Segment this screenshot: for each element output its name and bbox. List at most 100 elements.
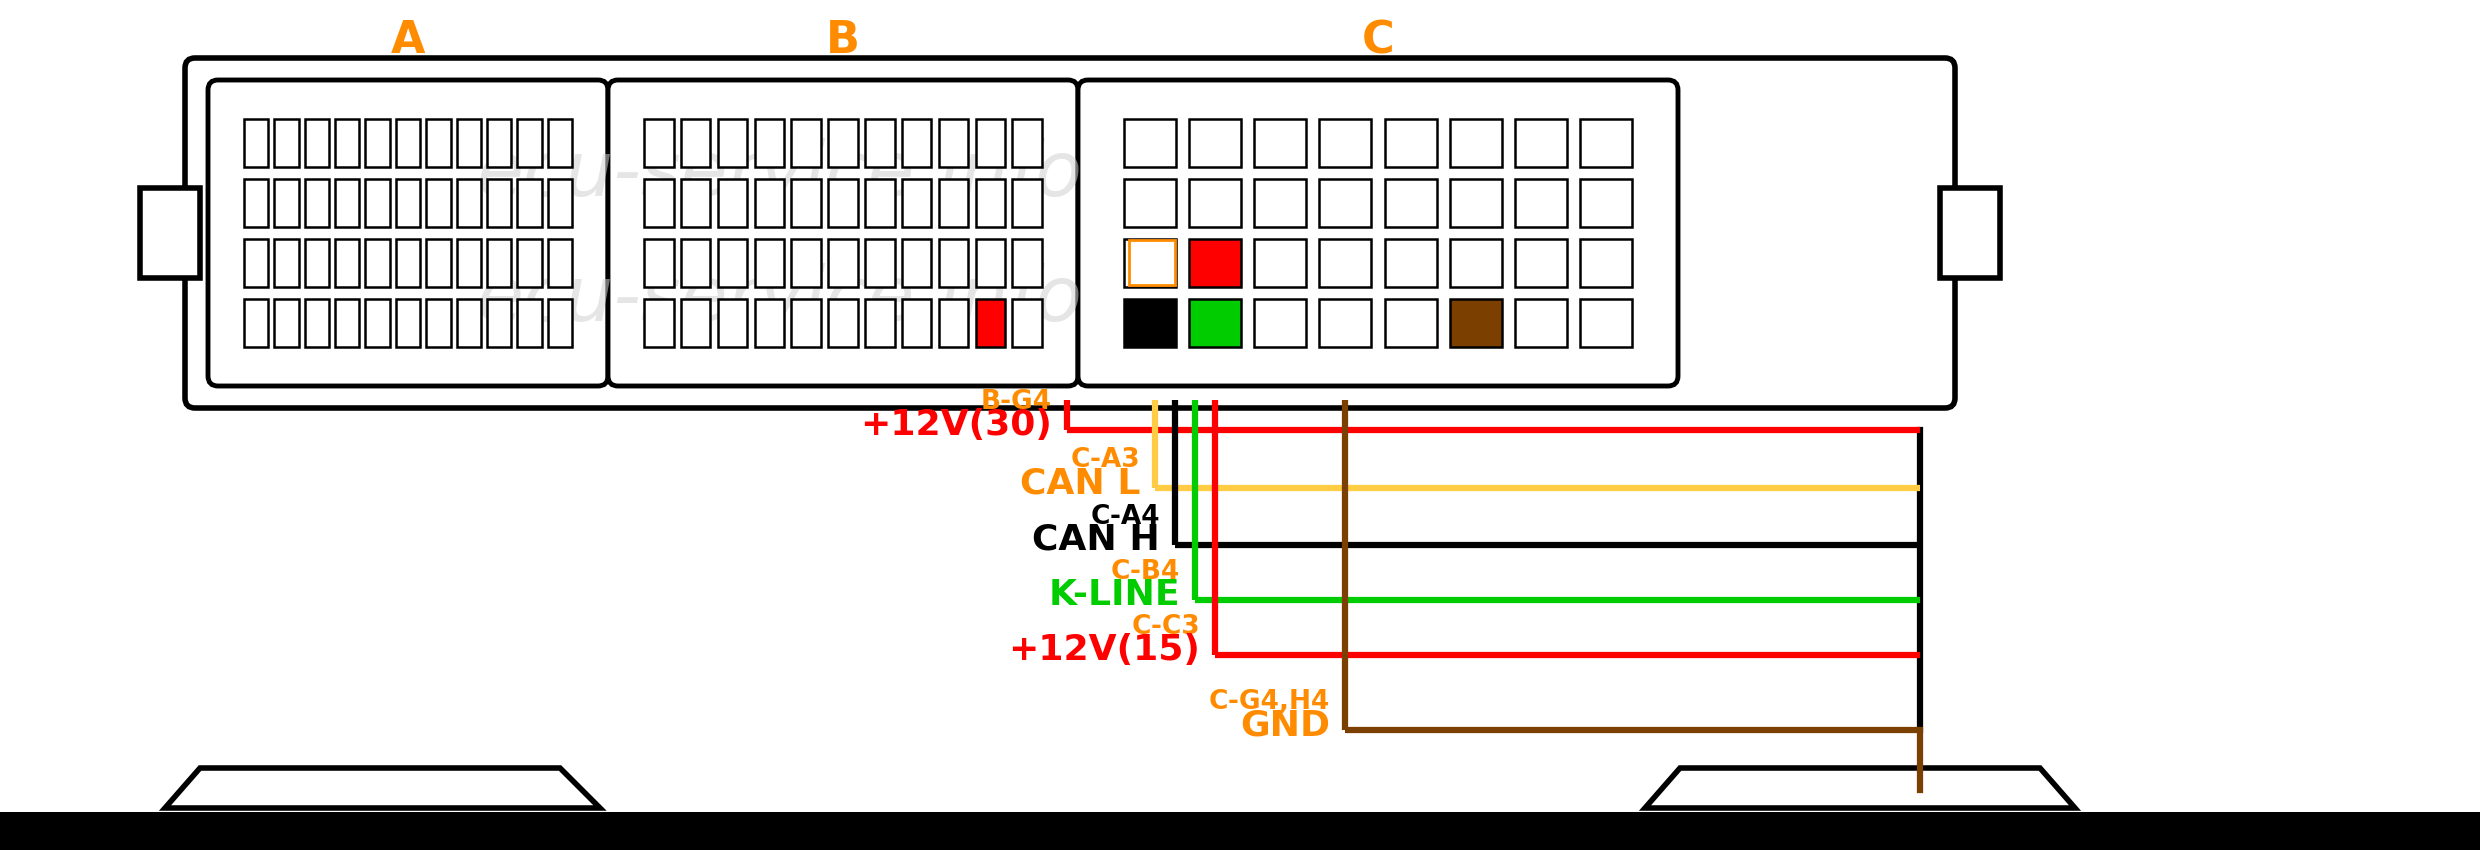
Bar [397,179,419,227]
Bar [717,119,746,167]
Bar [1515,239,1567,287]
Text: C-B4: C-B4 [1111,559,1180,585]
Bar [940,119,967,167]
Bar [486,179,511,227]
Bar [243,119,268,167]
Bar [486,119,511,167]
Text: +12V(15): +12V(15) [1009,633,1200,667]
Bar [645,299,675,347]
Bar [335,239,360,287]
Bar [828,119,858,167]
Bar [866,119,895,167]
Bar [1188,119,1240,167]
Bar [1451,239,1503,287]
Bar [975,179,1004,227]
Bar [335,119,360,167]
Bar [1123,239,1176,287]
Bar [397,119,419,167]
Bar [1580,179,1632,227]
Bar [903,119,932,167]
Bar [427,119,451,167]
Bar [717,299,746,347]
Text: CAN H: CAN H [1032,523,1161,557]
Bar [1255,119,1307,167]
Bar [1515,119,1567,167]
Text: A: A [392,19,424,62]
Bar [365,179,389,227]
Bar [717,239,746,287]
Polygon shape [139,188,201,278]
Bar [1012,119,1042,167]
Bar [1255,299,1307,347]
Bar [975,239,1004,287]
Bar [791,119,821,167]
Bar [754,179,784,227]
Bar [365,239,389,287]
Bar [1319,119,1371,167]
Bar [427,179,451,227]
Bar [682,179,709,227]
FancyBboxPatch shape [186,58,1954,408]
Bar [754,119,784,167]
Bar [1515,299,1567,347]
Text: C-G4,H4: C-G4,H4 [1208,689,1329,715]
Bar [1319,299,1371,347]
FancyBboxPatch shape [1079,80,1679,386]
Bar [828,179,858,227]
Bar [1012,179,1042,227]
Text: ecu-service.info: ecu-service.info [476,263,1084,337]
Bar [903,179,932,227]
Bar [866,239,895,287]
Bar [1188,239,1240,287]
Bar [1123,299,1176,347]
Bar [1319,179,1371,227]
Bar [456,239,481,287]
Bar [1451,299,1503,347]
Text: C: C [1362,19,1394,62]
Bar [456,179,481,227]
Bar [548,179,573,227]
Bar [1451,119,1503,167]
Bar [645,119,675,167]
Polygon shape [1644,768,2076,808]
Bar [518,299,541,347]
Bar [518,239,541,287]
FancyBboxPatch shape [208,80,608,386]
Bar [1580,119,1632,167]
Bar [1188,299,1240,347]
Bar [365,119,389,167]
Bar [1012,299,1042,347]
Bar [754,299,784,347]
Bar [682,299,709,347]
Bar [427,239,451,287]
Bar [1128,241,1176,286]
Bar [645,179,675,227]
Text: B: B [826,19,861,62]
Text: C-C3: C-C3 [1131,614,1200,640]
Bar [903,299,932,347]
Text: B-G4: B-G4 [982,389,1052,415]
Bar [1580,239,1632,287]
FancyBboxPatch shape [608,80,1079,386]
Bar [243,179,268,227]
Bar [940,299,967,347]
Bar [1255,239,1307,287]
Bar [548,239,573,287]
Bar [791,179,821,227]
Bar [791,239,821,287]
Bar [365,299,389,347]
Bar [1384,119,1436,167]
Bar [940,179,967,227]
Bar [940,239,967,287]
Bar [1188,179,1240,227]
Bar [1451,179,1503,227]
Text: +12V(30): +12V(30) [861,408,1052,442]
Bar [682,239,709,287]
Bar [275,179,298,227]
Text: CAN L: CAN L [1019,466,1141,500]
Bar [486,239,511,287]
Bar [645,239,675,287]
Polygon shape [166,768,600,808]
Bar [305,239,330,287]
Text: K-LINE: K-LINE [1049,578,1180,612]
